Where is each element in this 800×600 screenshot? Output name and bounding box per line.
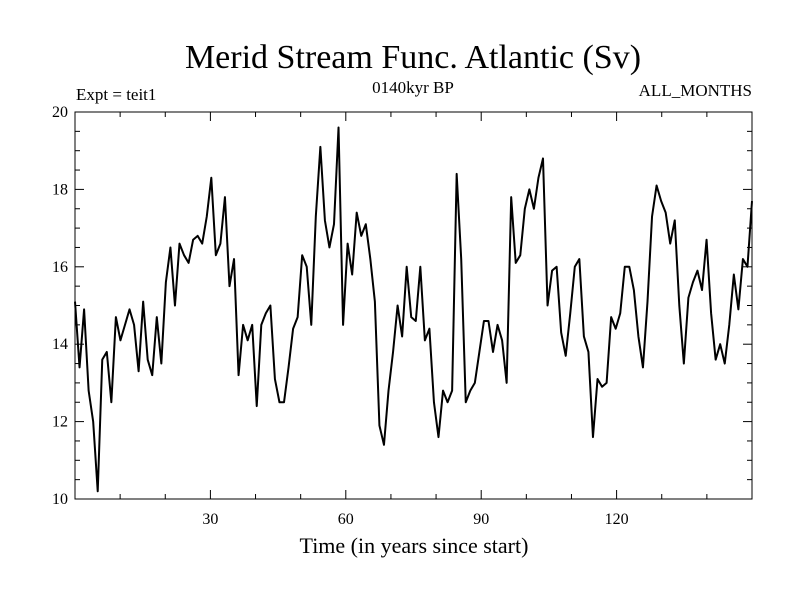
x-tick-label: 60 bbox=[338, 511, 354, 528]
x-axis-label: Time (in years since start) bbox=[300, 533, 529, 558]
y-tick-label: 10 bbox=[52, 491, 68, 508]
x-tick-label: 30 bbox=[202, 511, 218, 528]
x-tick-label: 90 bbox=[473, 511, 489, 528]
plot-frame bbox=[74, 111, 753, 500]
series-line bbox=[74, 126, 753, 493]
y-tick-label: 16 bbox=[52, 259, 68, 276]
y-tick-label: 14 bbox=[52, 336, 68, 353]
y-tick-label: 18 bbox=[52, 181, 68, 198]
chart-subtitle: 0140kyr BP bbox=[372, 78, 454, 97]
y-tick-label: 20 bbox=[52, 104, 68, 121]
series-layer bbox=[74, 126, 753, 493]
y-tick-label: 12 bbox=[52, 414, 68, 431]
chart-title: Merid Stream Func. Atlantic (Sv) bbox=[185, 39, 641, 76]
experiment-label: Expt = teit1 bbox=[76, 85, 156, 104]
months-label: ALL_MONTHS bbox=[639, 81, 752, 100]
x-tick-label: 120 bbox=[605, 511, 629, 528]
tick-labels: 30 60 90 120 10 12 14 16 18 20 bbox=[52, 104, 629, 528]
